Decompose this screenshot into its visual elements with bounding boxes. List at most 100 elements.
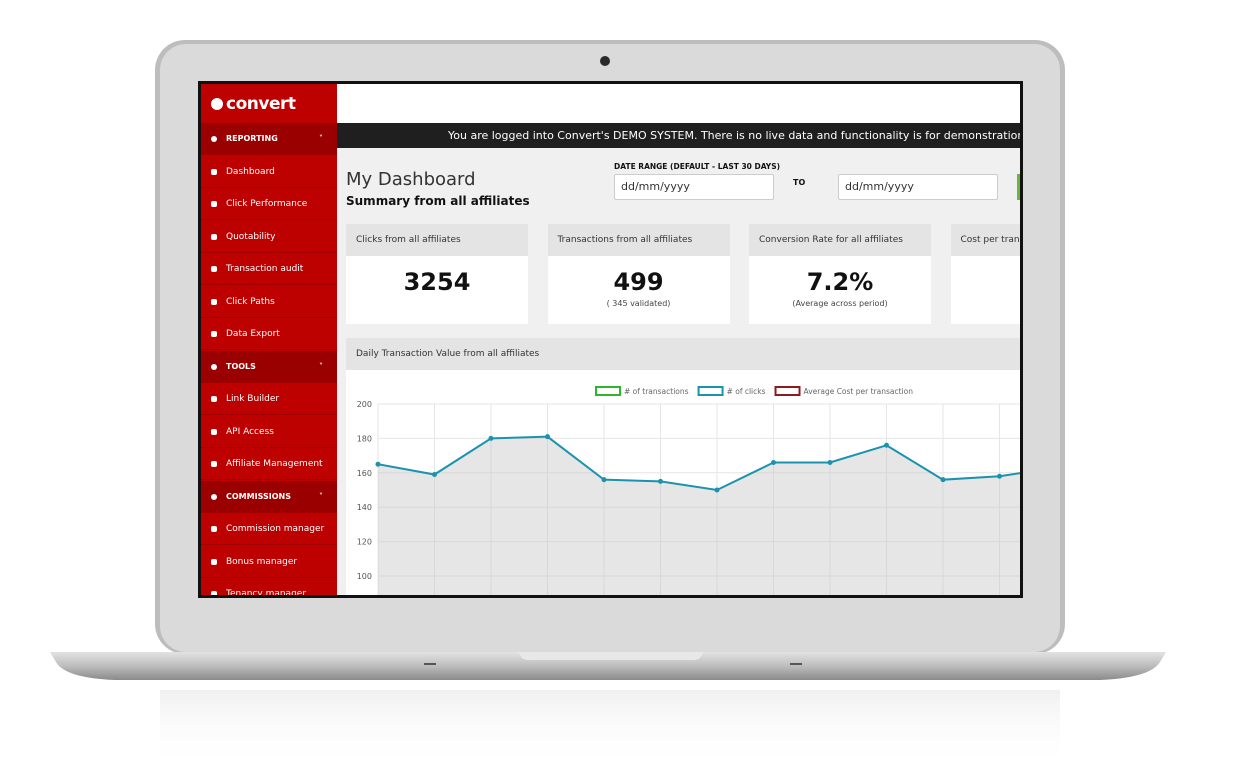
card-note: ( 345 validated) <box>606 299 671 308</box>
item-icon <box>211 201 217 207</box>
point <box>940 477 946 483</box>
section-icon <box>211 493 217 500</box>
legend-label: # of transactions <box>624 387 689 396</box>
y-tick-label: 160 <box>357 469 372 478</box>
item-label: Click Performance <box>226 199 308 209</box>
item-label: Quotability <box>226 231 276 242</box>
point <box>488 435 494 441</box>
section-title: TOOLS <box>226 361 256 371</box>
card-title: Conversion Rate for all affiliates <box>749 224 931 256</box>
item-label: Link Builder <box>226 394 280 404</box>
item-label: Transaction audit <box>226 264 304 274</box>
banner-text: You are logged into Convert's DEMO SYSTE… <box>448 129 1020 142</box>
reflection <box>160 690 1060 767</box>
chart: 100 120 140 160 180 200 # of transactions # of … <box>346 370 1020 595</box>
sidebar-item[interactable]: Tenancy manager <box>201 578 337 595</box>
legend-swatch <box>697 386 724 396</box>
legend-swatch <box>774 386 801 396</box>
stat-card: Conversion Rate for all affiliates 7.2% (A… <box>749 224 931 324</box>
chevron: ˅ <box>319 361 323 371</box>
y-tick-label: 200 <box>357 400 372 409</box>
line-area <box>378 436 1020 595</box>
sidebar-item[interactable]: API Access <box>201 416 337 448</box>
item-label: Tenancy manager <box>226 589 307 595</box>
card-title: Clicks from all affiliates <box>346 224 528 256</box>
point <box>545 434 550 440</box>
screen: convert REPORTING ˅ Dashboard Click Perform… <box>201 84 1020 595</box>
card-value: £ <box>951 268 1021 296</box>
sidebar-item[interactable]: Commission manager <box>201 513 337 545</box>
sidebar-item[interactable]: Dashboard <box>201 156 337 188</box>
demo-banner: You are logged into Convert's DEMO SYSTE… <box>337 123 1020 148</box>
section-icon <box>211 136 217 142</box>
chevron: ˅ <box>319 491 323 501</box>
y-tick-label: 180 <box>357 434 372 443</box>
item-icon <box>211 331 217 337</box>
page-subtitle: Summary from all affiliates <box>346 194 530 208</box>
date-to[interactable]: dd/mm/yyyy <box>838 174 998 200</box>
sidebar-item[interactable]: Bonus manager <box>201 546 337 578</box>
item-icon <box>211 298 217 305</box>
item-icon <box>211 461 217 467</box>
point <box>884 442 889 448</box>
sidebar-item[interactable]: Click Performance <box>201 188 337 220</box>
logo-text: convert <box>226 94 296 114</box>
item-label: Bonus manager <box>226 556 298 567</box>
y-tick-label: 140 <box>357 503 372 512</box>
sidebar-item[interactable]: Transaction audit <box>201 253 337 285</box>
item-label: Data Export <box>226 329 280 339</box>
item-icon <box>211 396 217 402</box>
date-range-label: DATE RANGE (DEFAULT - LAST 30 DAYS) <box>614 162 781 171</box>
page-title: My Dashboard <box>346 169 476 190</box>
section-title: COMMISSIONS <box>226 491 291 501</box>
date-from[interactable]: dd/mm/yyyy <box>614 174 774 200</box>
item-icon <box>211 591 217 595</box>
stat-card: Clicks from all affiliates 3254 <box>346 224 528 324</box>
item-label: Dashboard <box>226 166 275 177</box>
apply-button[interactable] <box>1017 174 1020 200</box>
item-icon <box>211 558 217 565</box>
item-label: Affiliate Management <box>226 459 323 469</box>
item-icon <box>211 526 217 532</box>
sidebar-item[interactable]: Data Export <box>201 318 337 350</box>
section-title: REPORTING <box>226 134 278 143</box>
top-bar <box>337 84 1020 123</box>
item-label: API Access <box>226 426 274 437</box>
sidebar-item[interactable]: Link Builder <box>201 383 337 415</box>
stat-card: Transactions from all affiliates 499 ( 345… <box>547 224 730 324</box>
to-label: TO <box>793 178 806 187</box>
point <box>997 473 1002 479</box>
laptop-base <box>50 652 1166 680</box>
sidebar-section: REPORTING ˅ <box>201 123 337 155</box>
legend-label: # of clicks <box>727 387 766 396</box>
item-icon <box>211 428 217 435</box>
sidebar-item[interactable]: Quotability <box>201 221 337 253</box>
item-icon <box>211 266 217 272</box>
sidebar-section: TOOLS ˅ <box>201 350 337 383</box>
foot <box>790 663 802 665</box>
point <box>432 472 437 478</box>
y-tick-label: 100 <box>357 572 372 581</box>
notch <box>518 652 704 660</box>
sidebar: convert REPORTING ˅ Dashboard Click Perform… <box>201 84 337 595</box>
legend-swatch <box>595 386 621 396</box>
stat-card: Cost per transa £ (Total <box>950 224 1021 324</box>
sidebar-item[interactable]: Affiliate Management <box>201 448 337 480</box>
sidebar-section: COMMISSIONS ˅ <box>201 480 337 513</box>
card-value: 499 <box>613 268 664 296</box>
item-label: Commission manager <box>226 524 325 534</box>
chart-title: Daily Transaction Value from all affilia… <box>356 349 540 359</box>
chart-bg <box>346 370 1020 595</box>
logo-icon <box>211 98 223 110</box>
point <box>658 478 663 484</box>
section-icon <box>211 363 217 370</box>
sidebar-item[interactable]: Click Paths <box>201 286 337 318</box>
point <box>601 477 607 483</box>
chart-header: Daily Transaction Value from all affilia… <box>346 338 1020 370</box>
item-label: Click Paths <box>226 296 275 307</box>
item-icon <box>211 233 217 240</box>
card-title: Cost per transa <box>950 224 1020 256</box>
point <box>375 461 381 467</box>
y-tick-label: 120 <box>357 538 372 547</box>
card-note: (Average across period) <box>792 299 888 308</box>
